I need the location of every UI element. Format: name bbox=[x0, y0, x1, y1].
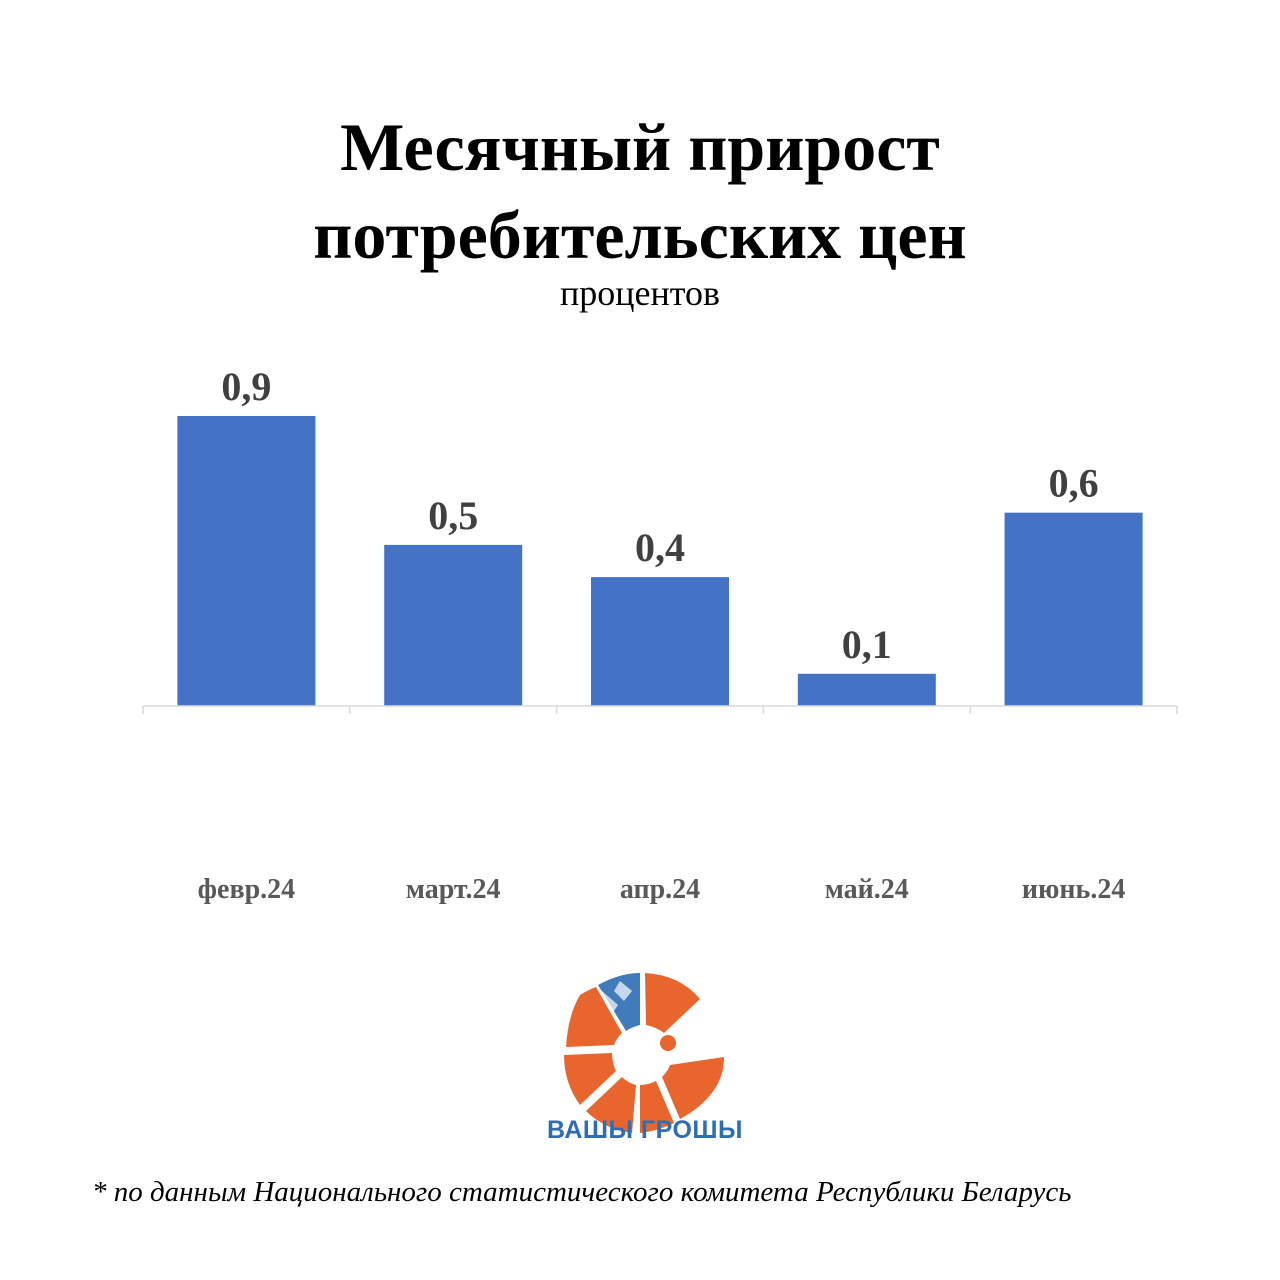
source-footnote: * по данным Национального статистическог… bbox=[92, 1176, 1072, 1208]
logo-text: ВАШЫ ГРОШЫ bbox=[547, 1116, 743, 1144]
data-label: 0,6 bbox=[1049, 461, 1099, 506]
bar bbox=[1004, 512, 1143, 706]
bar bbox=[797, 673, 936, 706]
chart-subtitle: процентов bbox=[559, 273, 721, 313]
data-label: 0,1 bbox=[842, 622, 892, 667]
bar-chart: 0,9 февр.24 0,5 март.24 0,4 апр.24 0,1 май.24 0,… bbox=[142, 364, 1178, 905]
vashy-groshy-logo bbox=[564, 973, 724, 1133]
bar bbox=[591, 577, 729, 706]
chart-title-line-1: Месячный прирост bbox=[340, 109, 940, 185]
category-label: июнь.24 bbox=[1022, 874, 1125, 905]
category-label: март.24 bbox=[406, 874, 501, 905]
x-axis bbox=[142, 705, 1178, 714]
bar bbox=[177, 416, 316, 706]
data-label: 0,4 bbox=[635, 525, 685, 570]
chart-title-line-2: потребительских цен bbox=[313, 197, 967, 273]
category-label: апр.24 bbox=[620, 874, 700, 905]
category-label: май.24 bbox=[825, 874, 909, 905]
bar bbox=[384, 544, 523, 706]
labels-group: 0,9 февр.24 0,5 март.24 0,4 апр.24 0,1 май.24 0,… bbox=[198, 364, 1126, 905]
data-label: 0,9 bbox=[221, 364, 271, 409]
bars-group bbox=[177, 416, 1143, 706]
data-label: 0,5 bbox=[428, 493, 478, 538]
category-label: февр.24 bbox=[198, 874, 296, 905]
